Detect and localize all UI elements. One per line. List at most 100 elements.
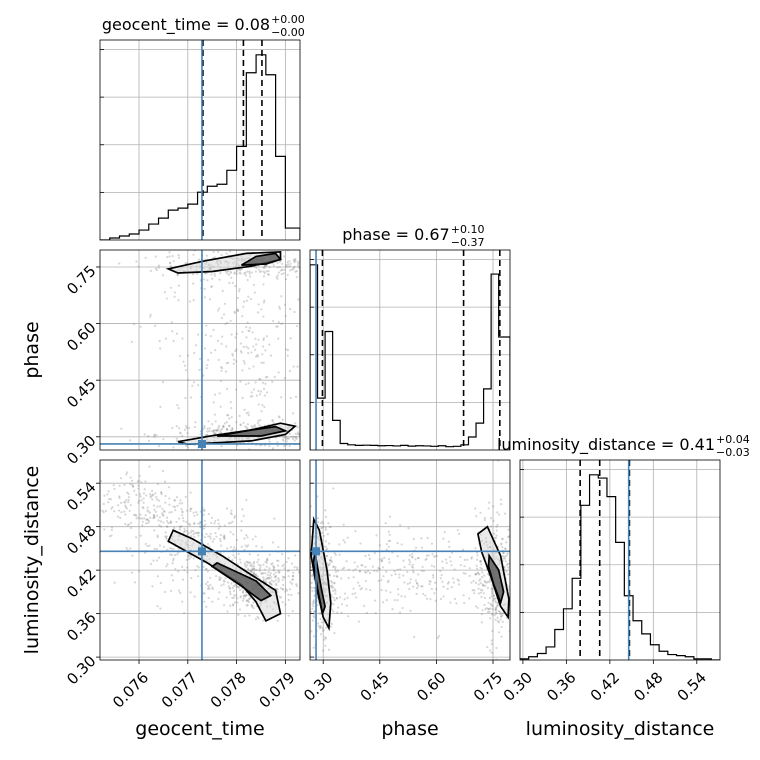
sample-point xyxy=(367,553,371,557)
sample-point xyxy=(217,522,220,525)
sample-point xyxy=(319,521,322,525)
sample-point xyxy=(311,607,314,610)
sample-point xyxy=(420,569,423,572)
sample-point xyxy=(490,604,493,607)
sample-point xyxy=(244,594,247,597)
sample-point xyxy=(448,556,451,559)
sample-point xyxy=(259,377,262,381)
sample-point xyxy=(283,268,286,271)
sample-point xyxy=(150,489,154,492)
sample-point xyxy=(183,530,186,533)
sample-point xyxy=(272,319,275,323)
sample-point xyxy=(325,554,328,558)
sample-point xyxy=(425,554,429,557)
sample-point xyxy=(165,516,169,519)
sample-point xyxy=(286,273,289,277)
sample-point xyxy=(323,636,327,639)
sample-point xyxy=(296,324,299,328)
sample-point xyxy=(234,349,237,353)
sample-point xyxy=(255,394,258,397)
sample-point xyxy=(516,574,518,576)
sample-point xyxy=(442,585,445,588)
sample-point xyxy=(516,632,518,634)
sample-point xyxy=(202,565,205,568)
sample-point xyxy=(302,431,304,433)
sample-point xyxy=(408,581,412,584)
sample-point xyxy=(343,592,347,595)
sample-point xyxy=(277,559,280,563)
sample-point xyxy=(156,505,159,508)
sample-point xyxy=(448,545,451,548)
sample-point xyxy=(249,570,252,573)
sample-point xyxy=(282,583,285,587)
sample-point xyxy=(257,389,260,392)
sample-point xyxy=(489,517,493,520)
sample-point xyxy=(326,564,330,567)
sample-point xyxy=(242,595,245,598)
sample-point xyxy=(329,559,332,562)
sample-point xyxy=(284,278,288,281)
sample-point xyxy=(155,268,159,272)
sample-point xyxy=(352,569,355,572)
sample-point xyxy=(156,514,159,517)
sample-point xyxy=(152,434,156,437)
sample-point xyxy=(126,491,129,494)
sample-point xyxy=(487,572,490,576)
sample-point xyxy=(288,369,292,373)
sample-point xyxy=(241,330,244,334)
sample-point xyxy=(178,525,182,528)
sample-point xyxy=(474,573,477,576)
sample-point xyxy=(294,432,297,435)
sample-point xyxy=(322,628,325,631)
panel-title: phase = 0.67 +0.10−0.37 xyxy=(342,223,484,249)
sample-point xyxy=(319,330,321,332)
sample-point xyxy=(235,594,238,597)
sample-point xyxy=(373,552,376,555)
sample-point xyxy=(287,263,290,266)
sample-point xyxy=(495,606,498,609)
sample-point xyxy=(223,535,226,538)
sample-point xyxy=(138,493,142,496)
sample-point xyxy=(233,271,236,274)
sample-point xyxy=(196,513,199,516)
sample-point xyxy=(261,572,264,575)
sample-point xyxy=(276,261,279,265)
sample-point xyxy=(525,609,527,611)
sample-point xyxy=(474,507,477,510)
sample-point xyxy=(367,266,369,268)
sample-point xyxy=(402,574,405,577)
sample-point xyxy=(211,587,214,591)
sample-point xyxy=(483,596,487,600)
sample-point xyxy=(329,625,332,628)
sample-point xyxy=(310,586,313,589)
sample-point xyxy=(446,587,449,590)
sample-point xyxy=(142,501,145,504)
sample-point xyxy=(263,405,266,409)
sample-point xyxy=(312,646,315,649)
x-tick-label: 0.077 xyxy=(158,668,201,711)
sample-point xyxy=(311,254,313,256)
sample-point xyxy=(357,620,360,623)
sample-point xyxy=(141,524,144,527)
sample-point xyxy=(391,608,394,611)
hist-panel-phase: phase = 0.67 +0.10−0.37 xyxy=(309,223,511,451)
sample-point xyxy=(332,565,335,568)
sample-point xyxy=(409,609,412,612)
sample-point xyxy=(291,578,295,581)
sample-point xyxy=(220,335,224,338)
sample-point xyxy=(183,611,186,615)
sample-point xyxy=(310,574,313,577)
sample-point xyxy=(233,556,237,559)
panel-frame xyxy=(99,249,301,451)
sample-point xyxy=(132,322,136,326)
sample-point xyxy=(284,435,287,439)
sample-point xyxy=(324,526,327,529)
sample-point xyxy=(313,610,316,613)
sample-point xyxy=(329,525,332,528)
sample-point xyxy=(245,599,249,602)
sample-point xyxy=(245,560,248,563)
sample-point xyxy=(228,424,231,427)
sample-point xyxy=(199,432,202,436)
sample-point xyxy=(123,510,126,513)
sample-point xyxy=(203,287,206,291)
